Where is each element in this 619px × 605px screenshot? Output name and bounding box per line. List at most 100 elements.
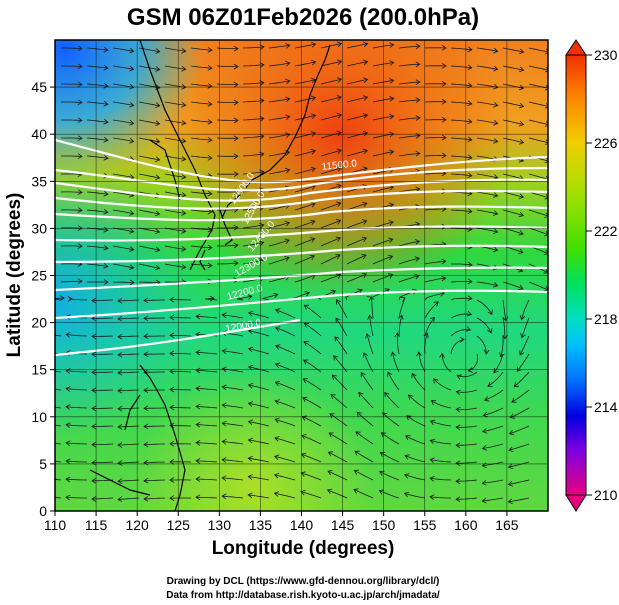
wind-arrow-head — [362, 352, 369, 358]
streamline-segment — [353, 489, 374, 499]
y-tick-label: 25 — [31, 268, 47, 284]
wind-arrow-head — [513, 382, 519, 388]
wind-arrow-head — [77, 99, 83, 106]
wind-arrow-head — [259, 80, 265, 86]
wind-arrow-head — [221, 493, 227, 500]
wind-arrow-head — [143, 333, 149, 340]
colorbar-tick-label: 214 — [594, 399, 618, 415]
wind-arrow-head — [336, 112, 343, 119]
streamline-segment — [502, 317, 506, 339]
streamline-segment — [65, 478, 87, 481]
streamline-segment — [195, 496, 218, 499]
streamline-segment — [483, 407, 504, 416]
streamline-segment — [476, 281, 498, 287]
streamline-segment — [86, 155, 108, 159]
streamline-segment — [190, 155, 212, 159]
streamline-segment — [117, 443, 140, 446]
wind-arrow-head — [336, 201, 342, 207]
streamline-segment — [55, 388, 62, 391]
wind-arrow-head — [378, 489, 385, 495]
streamline-segment — [301, 472, 322, 481]
wind-arrow-head — [181, 138, 187, 144]
wind-arrow-head — [518, 139, 525, 145]
streamline-segment — [424, 173, 447, 175]
streamline-segment — [117, 461, 140, 464]
wind-arrow-head — [181, 264, 187, 270]
streamline-segment — [484, 389, 504, 401]
streamline-segment — [190, 191, 212, 195]
wind-arrow-head — [195, 458, 201, 464]
wind-arrow-head — [379, 470, 385, 476]
wind-arrow-head — [207, 208, 213, 215]
wind-arrow-head — [519, 350, 525, 356]
streamline-segment — [138, 209, 160, 215]
streamline-segment — [294, 43, 316, 49]
streamline-segment — [117, 299, 140, 302]
wind-arrow-head — [169, 495, 175, 501]
streamline-segment — [117, 371, 140, 374]
streamline-segment — [502, 137, 524, 144]
wind-arrow-head — [129, 120, 135, 126]
streamline-segment — [217, 244, 239, 247]
wind-arrow-head — [233, 117, 239, 124]
wind-arrow-head — [511, 397, 517, 403]
wind-arrow-head — [334, 336, 340, 342]
streamline-segment — [450, 83, 472, 87]
x-tick-label: 115 — [85, 517, 108, 533]
streamline-segment — [363, 352, 374, 373]
streamline-segment — [334, 336, 348, 355]
wind-arrow-head — [543, 285, 548, 292]
streamline-segment — [476, 299, 493, 315]
streamline-segment — [216, 83, 238, 85]
wind-arrow-head — [429, 494, 435, 501]
wind-arrow-head — [355, 431, 361, 437]
wind-arrow-head — [387, 273, 394, 279]
x-axis-label: Longitude (degrees) — [212, 538, 395, 559]
contour-label: 11500.0 — [321, 158, 358, 173]
x-tick-label: 130 — [208, 517, 232, 533]
streamline-segment — [451, 263, 473, 266]
streamline-segment — [86, 101, 108, 105]
streamline-segment — [335, 317, 348, 337]
wind-arrow-head — [441, 62, 447, 69]
wind-arrow-head — [335, 254, 341, 260]
streamline-segment — [222, 368, 244, 373]
wind-arrow-head — [207, 137, 213, 143]
wind-arrow-head — [233, 260, 239, 267]
streamline-segment — [392, 352, 400, 373]
streamline-segment — [398, 99, 420, 103]
streamline-segment — [190, 65, 212, 69]
streamline-segment — [268, 44, 290, 49]
wind-arrow-head — [367, 314, 373, 320]
wind-arrow-head — [415, 115, 421, 121]
wind-arrow-head — [414, 239, 421, 245]
wind-arrow-head — [309, 254, 315, 260]
streamline-segment — [398, 315, 403, 337]
wind-arrow-head — [362, 201, 368, 208]
streamline-segment — [86, 209, 108, 213]
wind-arrow-head — [247, 474, 253, 480]
streamline-segment — [398, 135, 420, 139]
wind-arrow-head — [181, 120, 187, 126]
streamline-segment — [248, 439, 270, 445]
streamline-segment — [61, 65, 83, 67]
streamline-segment — [294, 185, 316, 193]
streamline-segment — [275, 327, 296, 337]
streamline-segment — [61, 155, 83, 157]
streamline-segment — [502, 173, 524, 180]
wind-arrow-head — [415, 186, 421, 193]
streamline-segment — [476, 101, 498, 106]
wind-arrow-head — [207, 65, 213, 71]
wind-arrow-head — [487, 328, 493, 334]
streamline-segment — [117, 479, 140, 482]
wind-arrow-head — [77, 278, 83, 285]
streamline-segment — [222, 441, 244, 445]
streamline-segment — [487, 371, 504, 387]
streamline-segment — [143, 443, 165, 445]
wind-arrow-head — [117, 351, 123, 358]
streamline-segment — [372, 151, 394, 157]
wind-arrow-head — [518, 102, 525, 109]
streamline-segment — [450, 47, 472, 51]
streamline-segment — [143, 497, 166, 500]
